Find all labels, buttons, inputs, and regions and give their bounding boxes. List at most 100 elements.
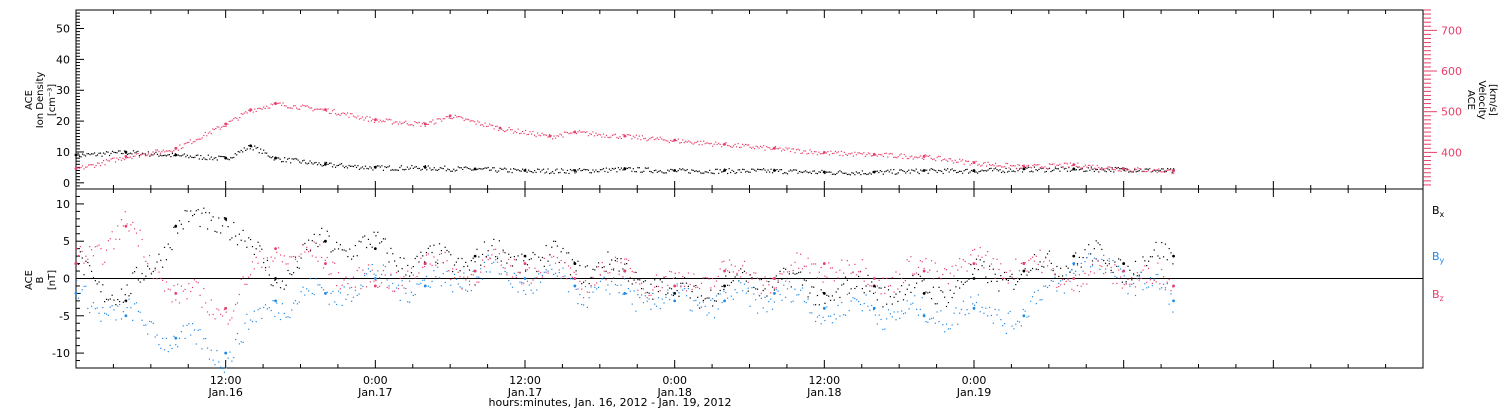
data-point xyxy=(324,162,327,166)
data-dot xyxy=(863,280,865,282)
data-dot xyxy=(698,302,701,304)
data-dot xyxy=(77,255,80,257)
data-dot xyxy=(220,232,222,234)
data-dot xyxy=(367,120,370,122)
data-dot xyxy=(708,297,710,299)
data-dot xyxy=(279,254,282,256)
data-dot xyxy=(955,286,957,288)
data-dot xyxy=(366,167,368,170)
data-dot xyxy=(872,155,874,157)
data-dot xyxy=(192,141,194,143)
data-dot xyxy=(507,129,509,131)
data-dot xyxy=(768,300,770,303)
data-dot xyxy=(553,255,555,257)
data-dot xyxy=(906,300,908,302)
data-dot xyxy=(781,273,783,275)
data-dot xyxy=(510,265,512,267)
data-dot xyxy=(786,173,789,175)
data-dot xyxy=(83,285,85,288)
data-dot xyxy=(556,257,559,259)
data-dot xyxy=(1007,279,1009,282)
data-dot xyxy=(626,258,628,260)
data-dot xyxy=(1104,170,1106,172)
data-dot xyxy=(456,116,458,118)
data-dot xyxy=(725,169,727,171)
data-dot xyxy=(1031,267,1034,270)
data-dot xyxy=(243,147,245,149)
data-dot xyxy=(1071,269,1073,271)
data-dot xyxy=(966,309,968,311)
data-point xyxy=(1172,299,1175,303)
data-dot xyxy=(620,258,622,260)
data-dot xyxy=(255,321,257,323)
data-dot xyxy=(587,169,590,171)
data-dot xyxy=(807,257,809,259)
data-dot xyxy=(120,159,123,161)
data-dot xyxy=(370,120,373,122)
data-dot xyxy=(655,138,657,140)
data-dot xyxy=(517,271,519,273)
data-dot xyxy=(674,293,676,295)
data-dot xyxy=(412,167,414,169)
data-dot xyxy=(197,209,199,211)
data-dot xyxy=(532,292,534,294)
data-dot xyxy=(1015,323,1017,325)
data-dot xyxy=(691,291,693,293)
data-dot xyxy=(783,267,785,269)
data-dot xyxy=(653,169,655,172)
data-dot xyxy=(526,133,528,136)
data-dot xyxy=(933,169,935,171)
data-dot xyxy=(122,311,124,313)
data-dot xyxy=(454,170,456,172)
data-dot xyxy=(384,274,386,276)
data-dot xyxy=(466,118,468,120)
data-dot xyxy=(983,267,985,269)
data-dot xyxy=(756,146,759,148)
data-dot xyxy=(573,261,575,263)
data-dot xyxy=(610,136,612,138)
data-dot xyxy=(587,135,590,137)
data-dot xyxy=(1042,167,1045,169)
data-dot xyxy=(1144,260,1146,262)
data-dot xyxy=(285,284,287,286)
data-dot xyxy=(516,169,518,171)
data-dot xyxy=(582,304,585,306)
data-point xyxy=(1072,262,1076,265)
data-dot xyxy=(195,281,197,283)
data-dot xyxy=(1125,168,1127,170)
data-dot xyxy=(691,288,693,291)
data-dot xyxy=(468,167,470,170)
data-dot xyxy=(927,292,929,294)
data-dot xyxy=(643,138,645,140)
data-dot xyxy=(210,349,212,351)
data-dot xyxy=(1119,170,1121,172)
data-dot xyxy=(987,161,989,163)
x-tick-date: Jan.17 xyxy=(507,386,542,399)
data-dot xyxy=(912,302,914,304)
data-dot xyxy=(1071,169,1073,171)
data-dot xyxy=(489,257,491,260)
data-dot xyxy=(236,332,239,335)
data-dot xyxy=(762,307,764,309)
data-dot xyxy=(870,155,872,157)
data-dot xyxy=(902,299,905,301)
data-dot xyxy=(1138,276,1140,278)
data-dot xyxy=(1078,166,1080,168)
data-dot xyxy=(646,300,648,302)
data-dot xyxy=(727,270,729,272)
data-dot xyxy=(498,170,500,172)
data-dot xyxy=(384,166,386,168)
data-dot xyxy=(1080,167,1082,169)
data-dot xyxy=(839,170,841,172)
data-dot xyxy=(1131,283,1133,285)
data-dot xyxy=(1067,278,1069,280)
data-dot xyxy=(382,238,385,240)
data-dot xyxy=(695,286,697,289)
data-dot xyxy=(76,157,78,159)
data-dot xyxy=(523,260,525,262)
data-dot xyxy=(869,290,871,292)
data-dot xyxy=(993,165,995,167)
data-dot xyxy=(897,172,899,174)
data-dot xyxy=(999,165,1001,167)
data-point xyxy=(623,269,627,273)
